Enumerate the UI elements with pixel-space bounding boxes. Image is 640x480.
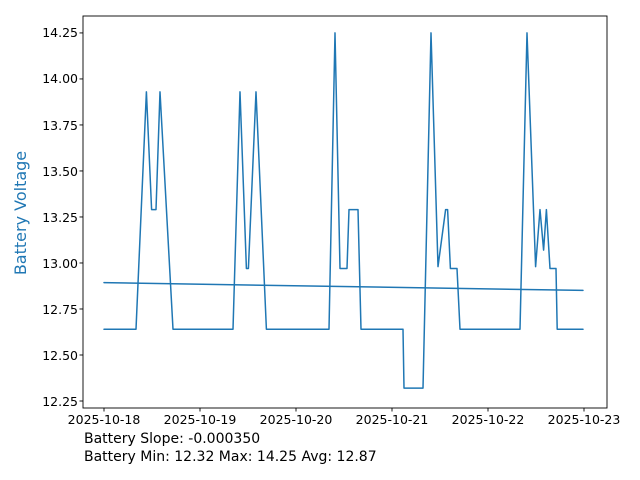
y-tick-label: 13.75 bbox=[42, 117, 78, 133]
y-tick-label: 12.75 bbox=[42, 301, 78, 317]
battery-voltage bbox=[103, 32, 584, 389]
annotation-min-max-avg: Battery Min: 12.32 Max: 14.25 Avg: 12.87 bbox=[84, 449, 377, 465]
y-tick-label: 14.00 bbox=[42, 71, 78, 87]
x-tick-label: 2025-10-23 bbox=[547, 412, 621, 427]
x-tick-label: 2025-10-22 bbox=[451, 412, 525, 427]
y-tick-label: 13.00 bbox=[42, 255, 78, 271]
trend-line bbox=[103, 281, 584, 292]
x-tick-label: 2025-10-18 bbox=[67, 412, 141, 427]
annotation-slope: Battery Slope: -0.000350 bbox=[84, 431, 261, 447]
y-tick-label: 12.50 bbox=[42, 347, 78, 363]
x-tick-label: 2025-10-19 bbox=[163, 412, 237, 427]
y-tick-label: 13.50 bbox=[42, 163, 78, 179]
y-tick-label: 13.25 bbox=[42, 209, 78, 225]
plot-border bbox=[82, 15, 608, 409]
x-tick-label: 2025-10-21 bbox=[355, 412, 429, 427]
y-tick-label: 14.25 bbox=[42, 25, 78, 41]
y-tick-label: 12.25 bbox=[42, 393, 78, 409]
x-tick-label: 2025-10-20 bbox=[259, 412, 333, 427]
